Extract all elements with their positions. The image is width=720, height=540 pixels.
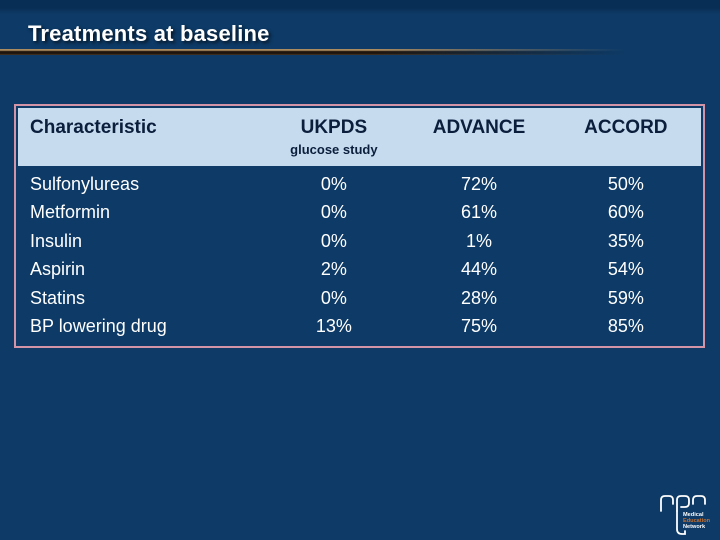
col-header-ukpds: UKPDS glucose study <box>260 108 407 166</box>
cell-advance: 72% <box>460 173 498 194</box>
row-label: Sulfonylureas <box>30 173 140 194</box>
row-label: Metformin <box>30 202 111 223</box>
row-label: Aspirin <box>30 259 86 280</box>
cell-advance: 28% <box>460 287 498 308</box>
col-header-ukpds-title: UKPDS <box>300 117 368 138</box>
row-label: BP lowering drug <box>30 316 167 337</box>
logo-line-2: Education <box>683 518 711 524</box>
row-label: Statins <box>30 287 86 308</box>
medical-education-network-logo: Medical Education Network <box>657 493 715 539</box>
col-header-accord: ACCORD <box>584 117 668 138</box>
cell-accord: 85% <box>607 316 644 337</box>
col-header-characteristic: Characteristic <box>30 117 157 138</box>
cell-advance: 44% <box>460 259 498 280</box>
cell-advance: 75% <box>460 316 498 337</box>
cell-ukpds: 13% <box>315 316 352 337</box>
table-row: Insulin 0% 1% 35% <box>18 227 701 256</box>
cell-accord: 60% <box>607 202 644 223</box>
table-header-row: Characteristic UKPDS glucose study ADVAN… <box>18 108 701 166</box>
cell-ukpds: 2% <box>320 259 347 280</box>
cell-accord: 54% <box>607 259 644 280</box>
cell-ukpds: 0% <box>320 173 347 194</box>
title-underline-fade <box>0 49 680 55</box>
table-row: Statins 0% 28% 59% <box>18 284 701 313</box>
cell-ukpds: 0% <box>320 287 347 308</box>
table-row: Aspirin 2% 44% 54% <box>18 256 701 285</box>
page-title: Treatments at baseline <box>28 21 270 46</box>
cell-accord: 35% <box>607 230 644 251</box>
cell-ukpds: 0% <box>320 202 347 223</box>
cell-accord: 59% <box>607 287 644 308</box>
cell-advance: 1% <box>466 230 493 251</box>
table-row: Sulfonylureas 0% 72% 50% <box>18 170 701 199</box>
table-row: BP lowering drug 13% 75% 85% <box>18 313 701 342</box>
col-header-advance: ADVANCE <box>432 117 526 138</box>
table-row: Metformin 0% 61% 60% <box>18 199 701 228</box>
cell-ukpds: 0% <box>320 230 347 251</box>
col-header-ukpds-subtitle: glucose study <box>290 142 378 157</box>
cell-accord: 50% <box>607 173 644 194</box>
row-label: Insulin <box>30 230 83 251</box>
logo-line-3: Network <box>683 524 706 530</box>
cell-advance: 61% <box>460 202 498 223</box>
men-logo-icon: Medical Education Network <box>660 495 711 535</box>
treatments-table: Characteristic UKPDS glucose study ADVAN… <box>14 104 705 348</box>
title-underline-bar <box>0 49 680 55</box>
logo-line-1: Medical <box>683 512 704 518</box>
table-body: Sulfonylureas 0% 72% 50% Metformin 0% 61… <box>18 168 701 341</box>
